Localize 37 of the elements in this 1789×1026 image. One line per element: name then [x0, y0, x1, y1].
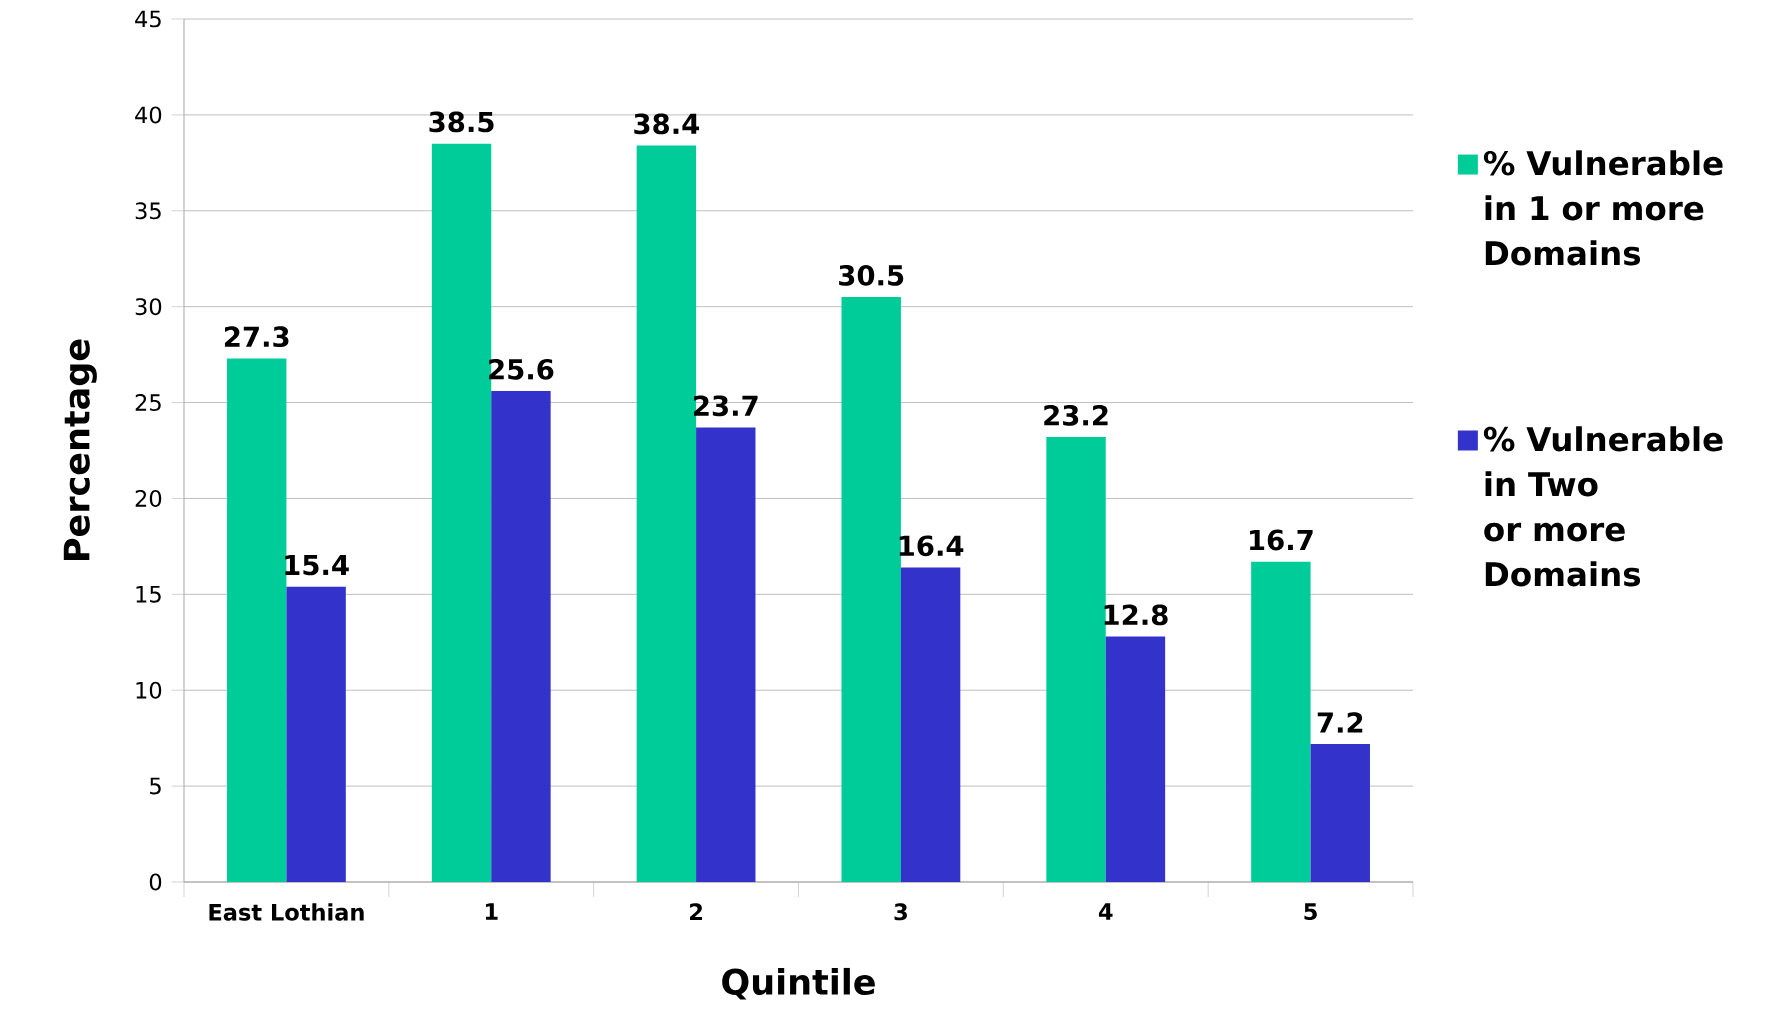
y-axis-title: Percentage: [63, 339, 97, 560]
y-tick-label: 30: [135, 298, 162, 316]
data-label: 30.5: [839, 264, 904, 286]
data-label: 38.4: [634, 113, 700, 135]
y-tick-label: 35: [135, 202, 161, 220]
bar: [1251, 561, 1311, 882]
x-tick-label: 2: [690, 903, 702, 921]
legend-label: % Vulnerable in 1 or more Domains: [1483, 150, 1723, 266]
y-tick-label: 25: [135, 394, 161, 412]
bar: [1105, 636, 1166, 882]
y-tick-label: 10: [136, 681, 162, 699]
data-label: 27.3: [224, 326, 289, 348]
bar: [696, 427, 756, 882]
y-tick-label: 0: [149, 873, 162, 891]
bar: [900, 567, 961, 882]
y-tick-label: 5: [150, 777, 161, 795]
bar: [491, 391, 551, 882]
bar: [1046, 437, 1106, 882]
bar: [1310, 743, 1370, 882]
y-tick-label: 20: [135, 489, 162, 507]
bar: [841, 297, 901, 882]
x-tick-label: East Lothian: [209, 903, 364, 921]
y-tick-label: 15: [136, 585, 161, 603]
bar: [227, 358, 287, 882]
y-tick-label: 45: [135, 10, 161, 28]
x-tick-label: 1: [485, 903, 498, 920]
bar: [286, 586, 346, 882]
x-axis-title: Quintile: [722, 967, 875, 1000]
data-label: 16.7: [1250, 529, 1313, 551]
y-tick-label: 40: [135, 106, 162, 124]
data-label: 38.5: [429, 111, 494, 133]
legend-label: % Vulnerable in Two or more Domains: [1483, 426, 1723, 587]
x-tick-label: 4: [1098, 903, 1113, 920]
data-label: 23.2: [1044, 404, 1108, 426]
x-tick-label: 3: [894, 903, 907, 921]
data-label: 7.2: [1317, 712, 1363, 733]
x-tick-label: 5: [1304, 903, 1317, 921]
